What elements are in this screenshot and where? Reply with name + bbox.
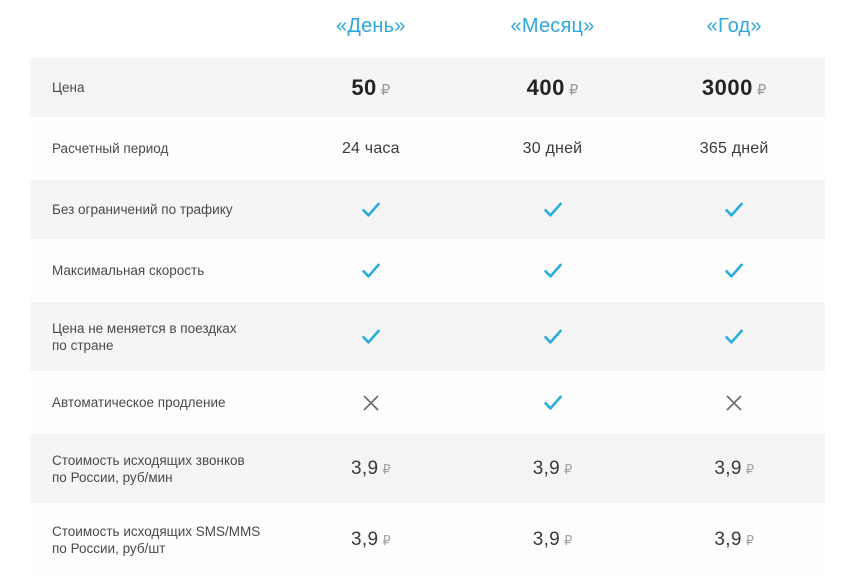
row-label-line2: по России, руб/шт [52, 540, 166, 556]
feature-cell [462, 198, 644, 222]
row-label: Стоимость исходящих звонков по России, ру… [30, 452, 280, 486]
cell-amount: 50 [351, 74, 377, 100]
period-cell: 24 часа [341, 139, 400, 157]
ruble-currency-symbol: ₽ [568, 81, 579, 99]
price-cell: 50 ₽ [280, 74, 462, 100]
row-label-line1: Стоимость исходящих звонков [52, 452, 245, 468]
check-icon [541, 325, 565, 349]
ruble-currency-symbol: ₽ [564, 533, 573, 548]
row-label-line1: Стоимость исходящих SMS/MMS [52, 523, 261, 539]
row-label-line1: Цена [52, 80, 85, 95]
row-label: Автоматическое продление [30, 394, 280, 411]
cell-amount: 3,9 [532, 458, 561, 479]
cell-amount: 3,9 [714, 529, 742, 550]
table-row: Расчетный период 24 часа 30 дней 365 дней [30, 119, 825, 178]
feature-cell [280, 325, 462, 349]
rate-cell: 3,9 ₽ [643, 530, 825, 549]
row-label-line1: Без ограничений по трафику [52, 202, 233, 217]
ruble-currency-symbol: ₽ [745, 533, 754, 548]
feature-cell [643, 391, 825, 415]
check-icon [359, 198, 383, 222]
price-cell: 3000 ₽ [643, 74, 825, 100]
cell-amount: 3,9 [351, 458, 379, 479]
feature-cell [280, 259, 462, 283]
feature-cell [462, 325, 644, 349]
table-row: Стоимость исходящих SMS/MMS по России, ру… [30, 505, 825, 574]
table-row: Стоимость исходящих звонков по России, ру… [30, 434, 825, 503]
ruble-currency-symbol: ₽ [382, 462, 391, 477]
feature-cell [462, 259, 644, 283]
cross-icon [359, 391, 383, 415]
table-row: Максимальная скорость [30, 241, 825, 300]
table-row: Без ограничений по трафику [30, 180, 825, 239]
feature-cell [643, 325, 825, 349]
row-label-line1: Цена не меняется в поездках [52, 320, 237, 336]
rate-cell: 3,9 ₽ [280, 530, 462, 549]
feature-cell [280, 391, 462, 415]
rate-cell: 3,9 ₽ [462, 530, 644, 549]
row-label-line2: по стране [52, 337, 114, 353]
table-body: Цена 50 ₽400 ₽3000 ₽ Расчетный период 24 часа 3… [30, 58, 825, 576]
check-icon [722, 198, 746, 222]
rate-cell: 3,9 ₽ [462, 459, 644, 478]
row-label-line1: Автоматическое продление [52, 395, 226, 410]
check-icon [722, 325, 746, 349]
check-icon [359, 259, 383, 283]
rate-cell: 3,9 ₽ [280, 459, 462, 478]
feature-cell [643, 259, 825, 283]
price-cell: 400 ₽ [462, 74, 644, 100]
feature-cell [462, 391, 644, 415]
cell-amount: 3,9 [532, 529, 561, 550]
check-icon [541, 198, 565, 222]
table-row: Цена 50 ₽400 ₽3000 ₽ [30, 58, 825, 117]
ruble-currency-symbol: ₽ [382, 533, 391, 548]
column-header-year[interactable]: «Год» [706, 15, 762, 37]
check-icon [359, 325, 383, 349]
cell-amount: 3000 [701, 74, 753, 100]
period-cell: 30 дней [522, 139, 583, 157]
column-header-month[interactable]: «Месяц» [510, 15, 595, 37]
row-label: Без ограничений по трафику [30, 201, 280, 218]
row-label: Максимальная скорость [30, 262, 280, 279]
column-header-day[interactable]: «День» [336, 15, 406, 37]
feature-cell [643, 198, 825, 222]
check-icon [722, 259, 746, 283]
table-header-row: «День» «Месяц» «Год» [30, 0, 825, 52]
ruble-currency-symbol: ₽ [380, 81, 391, 99]
cell-amount: 3,9 [714, 458, 742, 479]
ruble-currency-symbol: ₽ [745, 462, 754, 477]
cell-amount: 400 [526, 74, 565, 100]
feature-cell [280, 198, 462, 222]
row-label-line2: по России, руб/мин [52, 469, 173, 485]
rate-cell: 3,9 ₽ [643, 459, 825, 478]
ruble-currency-symbol: ₽ [564, 462, 573, 477]
cross-icon [722, 391, 746, 415]
ruble-currency-symbol: ₽ [756, 81, 767, 99]
row-label-line1: Расчетный период [52, 141, 169, 156]
row-label: Стоимость исходящих SMS/MMS по России, ру… [30, 523, 280, 557]
check-icon [541, 391, 565, 415]
row-label: Расчетный период [30, 140, 280, 157]
row-label: Цена [30, 79, 280, 96]
table-row: Автоматическое продление [30, 373, 825, 432]
check-icon [541, 259, 565, 283]
cell-amount: 3,9 [351, 529, 379, 550]
period-cell: 365 дней [699, 139, 769, 157]
row-label: Цена не меняется в поездках по стране [30, 320, 280, 354]
row-label-line1: Максимальная скорость [52, 263, 205, 278]
table-row: Цена не меняется в поездках по стране [30, 302, 825, 371]
